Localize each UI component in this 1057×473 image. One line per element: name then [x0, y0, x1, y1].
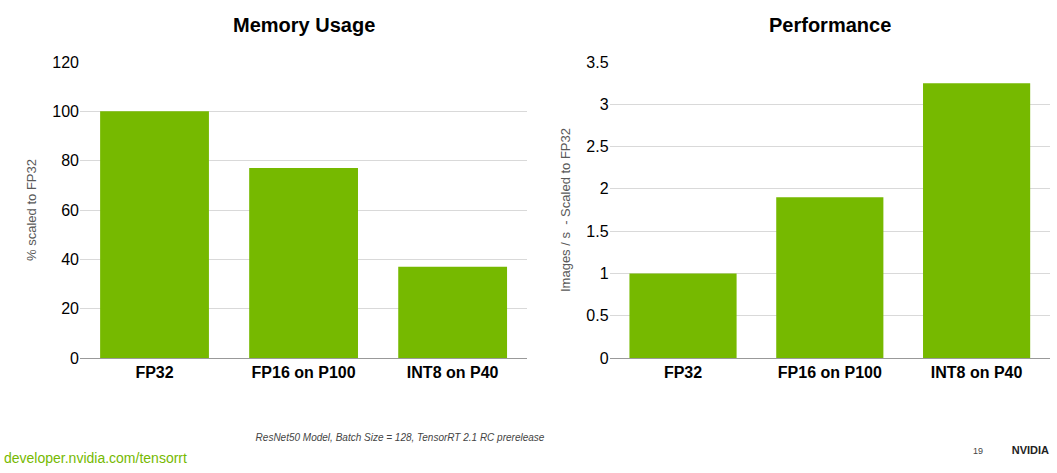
svg-text:FP32: FP32: [664, 364, 702, 381]
svg-text:INT8 on P40: INT8 on P40: [407, 364, 499, 381]
svg-text:100: 100: [52, 103, 79, 120]
svg-text:3.5: 3.5: [586, 54, 608, 71]
svg-text:0: 0: [600, 350, 609, 367]
html-text:19: 19: [973, 446, 983, 456]
svg-text:Memory Usage: Memory Usage: [233, 14, 375, 36]
svg-text:Performance: Performance: [769, 14, 891, 36]
svg-text:0.5: 0.5: [586, 307, 608, 324]
svg-text:1.5: 1.5: [586, 223, 608, 240]
svg-text:FP32: FP32: [135, 364, 173, 381]
svg-text:2: 2: [600, 180, 609, 197]
html-text:ResNet50 Model, Batch Size = 1: ResNet50 Model, Batch Size = 128, Tensor…: [255, 432, 545, 443]
svg-text:2.5: 2.5: [586, 138, 608, 155]
svg-text:40: 40: [61, 251, 79, 268]
html-text:NVIDIA: NVIDIA: [1011, 444, 1049, 456]
svg-text:0: 0: [70, 350, 79, 367]
svg-text:1: 1: [600, 265, 609, 282]
svg-text:FP16 on P100: FP16 on P100: [252, 364, 356, 381]
svg-text:80: 80: [61, 152, 79, 169]
svg-text:% scaled to FP32: % scaled to FP32: [24, 159, 39, 261]
svg-text:3: 3: [600, 96, 609, 113]
svg-text:20: 20: [61, 300, 79, 317]
svg-text:120: 120: [52, 54, 79, 71]
svg-text:60: 60: [61, 202, 79, 219]
svg-text:FP16 on P100: FP16 on P100: [778, 364, 882, 381]
html-text:developer.nvidia.com/tensorrt: developer.nvidia.com/tensorrt: [4, 450, 187, 466]
svg-text:Images / s - Scaled to FP32: Images / s - Scaled to FP32: [558, 128, 573, 292]
svg-text:INT8 on P40: INT8 on P40: [931, 364, 1023, 381]
